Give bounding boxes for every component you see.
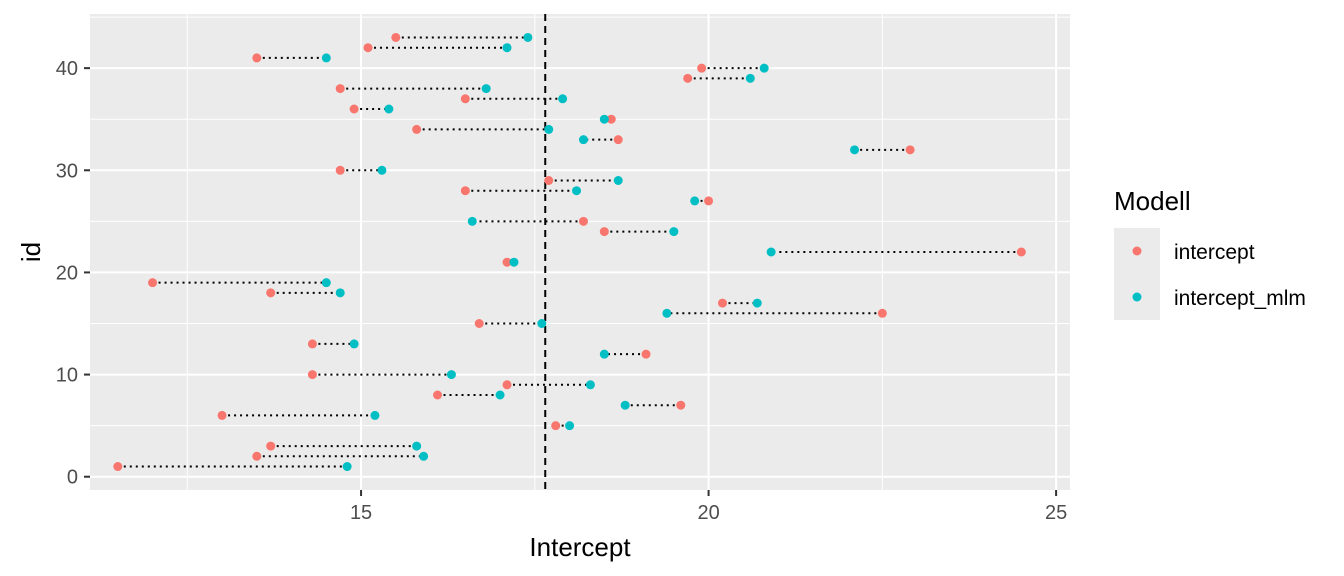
point-intercept bbox=[349, 104, 359, 114]
point-intercept-mlm bbox=[467, 216, 477, 226]
point-intercept-mlm bbox=[766, 247, 776, 257]
point-intercept-mlm bbox=[537, 319, 547, 329]
point-intercept bbox=[905, 145, 915, 155]
connector-lines bbox=[117, 36, 1022, 468]
point-intercept-mlm bbox=[342, 462, 352, 472]
point-intercept bbox=[717, 298, 727, 308]
point-intercept-mlm bbox=[370, 410, 380, 420]
point-intercept bbox=[683, 73, 693, 83]
point-intercept bbox=[697, 63, 707, 73]
point-intercept bbox=[544, 175, 554, 185]
point-intercept-mlm bbox=[495, 390, 505, 400]
point-intercept-mlm bbox=[759, 63, 769, 73]
point-intercept bbox=[1016, 247, 1026, 257]
legend-label-intercept: intercept bbox=[1174, 241, 1255, 264]
x-axis-ticks: 15 20 25 bbox=[350, 490, 1067, 524]
x-axis-title: Intercept bbox=[529, 532, 631, 562]
point-intercept-mlm bbox=[481, 84, 491, 94]
x-tick-label: 25 bbox=[1045, 502, 1067, 524]
y-tick-label: 40 bbox=[56, 58, 78, 80]
point-intercept-mlm bbox=[384, 104, 394, 114]
point-intercept bbox=[641, 349, 651, 359]
point-intercept-mlm bbox=[565, 421, 575, 431]
point-intercept-mlm bbox=[613, 175, 623, 185]
point-intercept bbox=[335, 165, 345, 175]
point-intercept-mlm bbox=[620, 400, 630, 410]
point-intercept-mlm bbox=[572, 186, 582, 196]
point-intercept bbox=[252, 53, 262, 63]
legend: Modell intercept intercept_mlm bbox=[1114, 186, 1306, 320]
y-axis-ticks: 0 10 20 30 40 bbox=[56, 58, 90, 489]
y-tick-label: 20 bbox=[56, 262, 78, 284]
point-intercept bbox=[335, 84, 345, 94]
point-intercept bbox=[613, 135, 623, 145]
point-intercept bbox=[460, 94, 470, 104]
point-intercept bbox=[578, 216, 588, 226]
point-intercept bbox=[217, 410, 227, 420]
point-intercept bbox=[676, 400, 686, 410]
point-intercept-mlm bbox=[335, 288, 345, 298]
y-axis-title: id bbox=[16, 242, 46, 262]
point-intercept-mlm bbox=[523, 32, 533, 42]
point-intercept bbox=[606, 114, 616, 124]
y-tick-label: 30 bbox=[56, 160, 78, 182]
point-intercept bbox=[704, 196, 714, 206]
point-intercept bbox=[412, 124, 422, 134]
point-intercept-mlm bbox=[544, 124, 554, 134]
point-intercept-mlm bbox=[446, 370, 456, 380]
point-intercept-mlm bbox=[752, 298, 762, 308]
point-intercept bbox=[433, 390, 443, 400]
point-intercept-mlm bbox=[585, 380, 595, 390]
legend-label-intercept-mlm: intercept_mlm bbox=[1174, 287, 1306, 310]
point-intercept bbox=[460, 186, 470, 196]
point-intercept-mlm bbox=[599, 349, 609, 359]
point-intercept-mlm bbox=[321, 53, 331, 63]
point-intercept-mlm bbox=[690, 196, 700, 206]
point-intercept bbox=[307, 339, 317, 349]
point-intercept bbox=[363, 43, 373, 53]
point-intercept-mlm bbox=[558, 94, 568, 104]
point-intercept-mlm bbox=[669, 227, 679, 237]
point-intercept bbox=[877, 308, 887, 318]
point-intercept bbox=[266, 288, 276, 298]
point-intercept bbox=[474, 319, 484, 329]
legend-dot-intercept-mlm bbox=[1132, 292, 1142, 302]
point-intercept-mlm bbox=[578, 135, 588, 145]
point-intercept bbox=[551, 421, 561, 431]
point-intercept bbox=[599, 227, 609, 237]
point-intercept-mlm bbox=[377, 165, 387, 175]
point-intercept-mlm bbox=[850, 145, 860, 155]
point-intercept-mlm bbox=[745, 73, 755, 83]
legend-dot-intercept bbox=[1132, 246, 1142, 256]
point-intercept-mlm bbox=[662, 308, 672, 318]
plot-panel bbox=[90, 14, 1070, 490]
x-tick-label: 20 bbox=[697, 502, 719, 524]
point-intercept bbox=[266, 441, 276, 451]
point-intercept bbox=[502, 380, 512, 390]
point-intercept bbox=[307, 370, 317, 380]
point-intercept bbox=[113, 462, 123, 472]
point-intercept bbox=[391, 32, 401, 42]
y-tick-label: 10 bbox=[56, 365, 78, 387]
point-intercept-mlm bbox=[419, 451, 429, 461]
point-intercept bbox=[148, 278, 158, 288]
point-intercept-mlm bbox=[502, 43, 512, 53]
legend-title: Modell bbox=[1114, 186, 1191, 216]
point-intercept-mlm bbox=[321, 278, 331, 288]
point-intercept-mlm bbox=[412, 441, 422, 451]
data-points bbox=[113, 32, 1026, 472]
point-intercept bbox=[252, 451, 262, 461]
point-intercept-mlm bbox=[599, 114, 609, 124]
x-tick-label: 15 bbox=[350, 502, 372, 524]
point-intercept-mlm bbox=[349, 339, 359, 349]
point-intercept-mlm bbox=[509, 257, 519, 267]
point-intercept bbox=[502, 257, 512, 267]
y-tick-label: 0 bbox=[67, 467, 78, 489]
grid-major bbox=[90, 14, 1070, 490]
